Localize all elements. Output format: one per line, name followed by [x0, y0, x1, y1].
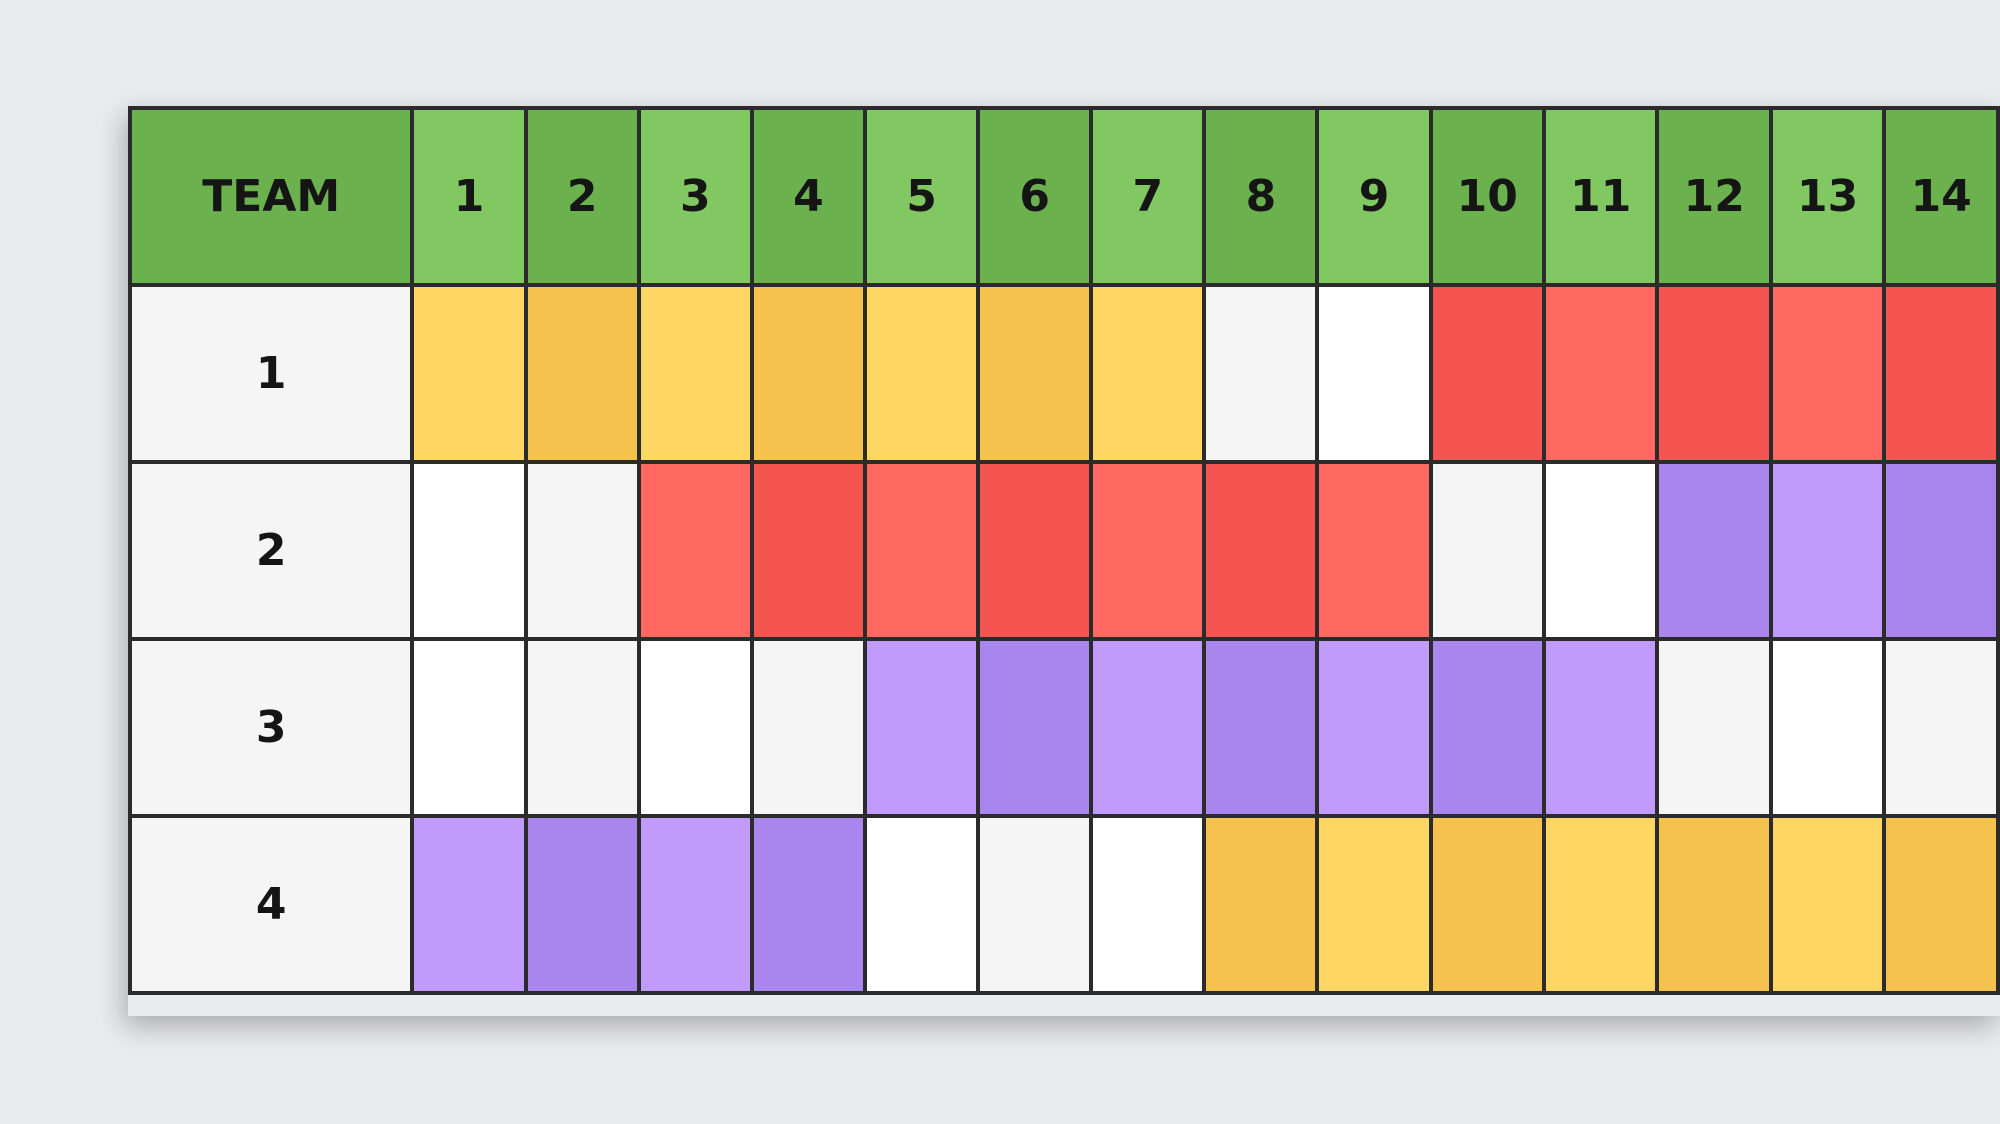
- day-header-1: 1: [410, 106, 528, 287]
- schedule-cell: [1882, 283, 2000, 464]
- team-row: 3: [128, 637, 2000, 818]
- schedule-cell: [976, 283, 1094, 464]
- schedule-cell: [523, 637, 641, 818]
- schedule-cell: [410, 283, 528, 464]
- schedule-cell: [1089, 460, 1207, 641]
- day-header-5: 5: [862, 106, 981, 287]
- schedule-cell: [1655, 814, 1773, 995]
- schedule-cell: [1768, 637, 1887, 818]
- schedule-cell: [1202, 460, 1320, 641]
- header-row: TEAM 1 2 3 4 5 6 7 8 9 10 11 12 13 14: [128, 106, 2000, 287]
- schedule-cell: [1089, 637, 1207, 818]
- schedule-cell: [749, 637, 867, 818]
- schedule-cell: [1089, 814, 1207, 995]
- schedule-cell: [976, 814, 1094, 995]
- schedule-cell: [1428, 814, 1547, 995]
- schedule-cell: [523, 460, 641, 641]
- schedule-cell: [749, 283, 867, 464]
- team-row: 4: [128, 814, 2000, 995]
- schedule-cell: [1089, 283, 1207, 464]
- day-header-8: 8: [1202, 106, 1320, 287]
- schedule-cell: [636, 814, 754, 995]
- schedule-cell: [1882, 637, 2000, 818]
- schedule-cell: [1768, 814, 1887, 995]
- schedule-cell: [1428, 460, 1547, 641]
- schedule-cell: [1542, 814, 1660, 995]
- schedule-cell: [862, 814, 981, 995]
- team-row: 2: [128, 460, 2000, 641]
- schedule-cell: [976, 637, 1094, 818]
- schedule-cell: [1655, 637, 1773, 818]
- team-label: 3: [128, 637, 415, 818]
- schedule-cell: [523, 814, 641, 995]
- team-label: 4: [128, 814, 415, 995]
- schedule-cell: [1428, 637, 1547, 818]
- schedule-cell: [636, 637, 754, 818]
- schedule-cell: [1655, 283, 1773, 464]
- team-row: 1: [128, 283, 2000, 464]
- schedule-cell: [1542, 637, 1660, 818]
- schedule-cell: [1315, 460, 1433, 641]
- day-header-10: 10: [1428, 106, 1547, 287]
- schedule-cell: [1202, 637, 1320, 818]
- schedule-cell: [410, 460, 528, 641]
- schedule-cell: [1542, 460, 1660, 641]
- schedule-cell: [1768, 460, 1887, 641]
- schedule-cell: [523, 283, 641, 464]
- schedule-cell: [1315, 814, 1433, 995]
- schedule-cell: [1542, 283, 1660, 464]
- schedule-cell: [410, 814, 528, 995]
- schedule-cell: [636, 283, 754, 464]
- schedule-cell: [1655, 460, 1773, 641]
- schedule-cell: [1315, 637, 1433, 818]
- schedule-cell: [1428, 283, 1547, 464]
- day-header-13: 13: [1768, 106, 1887, 287]
- schedule-cell: [1202, 283, 1320, 464]
- day-header-2: 2: [523, 106, 641, 287]
- day-header-11: 11: [1542, 106, 1660, 287]
- schedule-cell: [1882, 814, 2000, 995]
- team-label: 1: [128, 283, 415, 464]
- schedule-cell: [862, 637, 981, 818]
- day-header-9: 9: [1315, 106, 1433, 287]
- team-column-header: TEAM: [128, 106, 415, 287]
- schedule-cell: [636, 460, 754, 641]
- team-label: 2: [128, 460, 415, 641]
- schedule-cell: [410, 637, 528, 818]
- schedule-cell: [1202, 814, 1320, 995]
- schedule-cell: [749, 460, 867, 641]
- day-header-4: 4: [749, 106, 867, 287]
- schedule-cell: [976, 460, 1094, 641]
- day-header-7: 7: [1089, 106, 1207, 287]
- schedule-cell: [1315, 283, 1433, 464]
- schedule-cell: [862, 460, 981, 641]
- schedule-cell: [1768, 283, 1887, 464]
- day-header-14: 14: [1882, 106, 2000, 287]
- day-header-6: 6: [976, 106, 1094, 287]
- schedule-cell: [1882, 460, 2000, 641]
- schedule-cell: [749, 814, 867, 995]
- schedule-cell: [862, 283, 981, 464]
- day-header-3: 3: [636, 106, 754, 287]
- day-header-12: 12: [1655, 106, 1773, 287]
